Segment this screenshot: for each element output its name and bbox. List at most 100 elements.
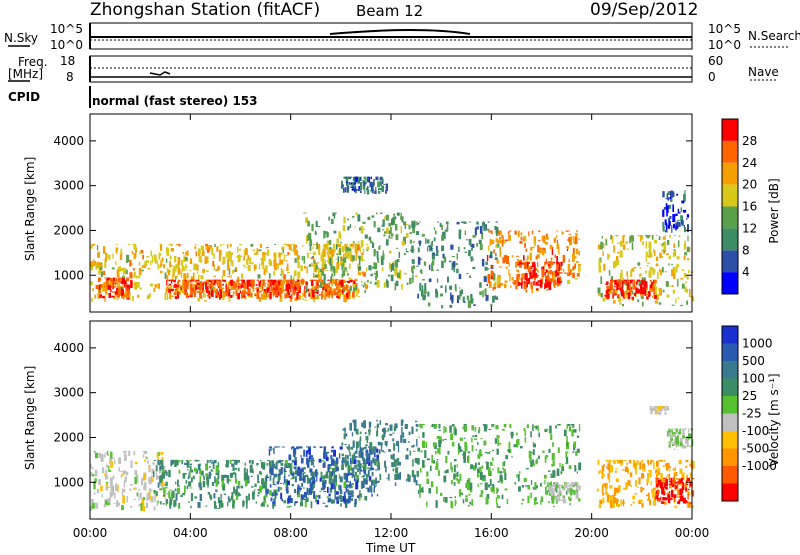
vel-cell-3-131: [386, 477, 389, 479]
vel-cell-7-0: [662, 497, 665, 501]
vel-cell-4-279: [525, 485, 528, 487]
power-cell-5-142: [492, 287, 494, 291]
vel-cell-4-281: [464, 425, 467, 432]
power-cell-2-210: [352, 291, 355, 298]
vel-cell-4-352: [432, 442, 436, 447]
power-cell-3-214: [326, 233, 329, 238]
power-cell-3-128: [390, 274, 394, 282]
vel-cell-1-424: [240, 485, 244, 489]
power-cell-7-46: [649, 266, 653, 271]
power-cell-2-240: [338, 279, 340, 284]
vel-cell-1-172: [239, 494, 242, 496]
vel-cell-4-23: [465, 495, 468, 498]
power-cell-3-183: [391, 263, 395, 271]
power-cell-3-238: [339, 247, 342, 256]
power-cell-1-25: [98, 285, 101, 290]
power-cell-0-101: [134, 288, 138, 290]
vel-cell-1-131: [354, 471, 357, 477]
vel-cell-3-84: [377, 441, 381, 446]
power-cell-2-303: [253, 279, 255, 287]
power-cell-0-282: [283, 259, 285, 261]
vel-cell-1-175: [226, 459, 229, 468]
power-cell-7-168: [672, 285, 674, 287]
power-cell-2-114: [353, 280, 356, 285]
power-cell-3-154: [395, 234, 399, 241]
vel-cell-3-149: [359, 468, 361, 475]
power-cell-1-69: [128, 284, 130, 290]
power-cell-3-191: [348, 250, 351, 258]
vel-cell-7-71: [661, 501, 665, 504]
power-cell-9-57: [374, 189, 377, 191]
vel-cell-1-388: [257, 488, 260, 491]
vel-cell-4-76: [576, 471, 578, 474]
power-cell-3-78: [394, 260, 398, 268]
vel-cell-3-2: [361, 447, 364, 451]
vel-cell-0-73: [140, 492, 142, 500]
power-cell-5-48: [572, 247, 575, 255]
power-cell-0-50: [91, 297, 93, 302]
power-cell-5-41: [516, 255, 520, 257]
vel-cell-1-379: [329, 487, 333, 493]
power-cell-8-73: [623, 279, 627, 282]
vel-cell-1-343: [211, 481, 215, 486]
vel-cell-1-166: [291, 459, 294, 463]
vel-cell-4-162: [479, 494, 483, 497]
vel-cell-6-156: [661, 459, 663, 462]
vel-cell-4-145: [450, 500, 453, 508]
power-cell-4-67: [494, 257, 498, 260]
vel-cell-1-43: [186, 469, 189, 471]
power-cell-9-5: [346, 185, 350, 193]
vel-cell-4-78: [561, 466, 565, 472]
power-cell-5-124: [523, 236, 527, 239]
power-cell-3-233: [333, 214, 336, 219]
power-colorbar-seg-7: [722, 119, 738, 141]
power-cell-3-127: [334, 212, 337, 214]
power-cell-2-131: [294, 281, 298, 287]
power-cell-0-8: [291, 249, 294, 251]
power-cell-5-162: [516, 259, 519, 261]
power-cell-0-96: [328, 252, 331, 255]
power-cell-3-145: [400, 226, 402, 233]
vel-cell-3-110: [361, 422, 364, 428]
vel-cell-4-103: [495, 425, 499, 430]
cpid-text: normal (fast stereo) 153: [92, 94, 258, 108]
vel-cell-2-164: [366, 456, 368, 465]
power-cell-5-73: [578, 266, 581, 272]
vel-cell-4-250: [503, 468, 506, 473]
vel-cell-3-101: [353, 419, 357, 426]
power-cell-2-279: [322, 286, 325, 291]
power-cell-5-130: [538, 239, 541, 242]
power-cell-2-377: [289, 279, 291, 281]
power-cell-8-71: [639, 287, 642, 295]
power-cell-2-282: [196, 281, 198, 285]
vel-cell-1-393: [354, 502, 357, 508]
power-cell-6-72: [546, 277, 550, 282]
power-cell-0-534: [116, 269, 119, 276]
vel-cell-8-36: [676, 440, 680, 447]
vel-cell-1-67: [284, 463, 288, 468]
vel-cell-2-196: [353, 457, 356, 460]
power-cell-7-0: [651, 235, 654, 240]
vel-cell-0-50: [104, 473, 107, 476]
vel-cell-0-1: [153, 506, 156, 511]
power-cell-0-95: [96, 261, 100, 269]
power-cell-0-509: [105, 253, 108, 259]
vel-cell-1-281: [322, 475, 326, 480]
vel-cell-4-342: [557, 447, 560, 453]
vel-cell-2-199: [351, 473, 355, 477]
power-cell-5-87: [504, 283, 507, 289]
power-cell-4-147: [452, 261, 456, 268]
vel-cell-7-65: [669, 480, 672, 483]
power-cell-0-39: [155, 259, 158, 264]
vel-cell-7-67: [686, 483, 689, 486]
vel-cell-2-78: [327, 487, 329, 493]
vel-cell-1-359: [181, 459, 184, 465]
power-ytick-label-2: 3000: [53, 179, 84, 193]
power-cell-0-162: [349, 296, 352, 299]
vel-cell-6-172: [615, 470, 617, 473]
vel-cell-4-321: [523, 477, 527, 482]
vel-cell-3-122: [416, 439, 418, 447]
power-cell-3-36: [305, 217, 308, 224]
power-cell-5-173: [572, 272, 575, 279]
vel-cell-3-40: [415, 480, 418, 486]
